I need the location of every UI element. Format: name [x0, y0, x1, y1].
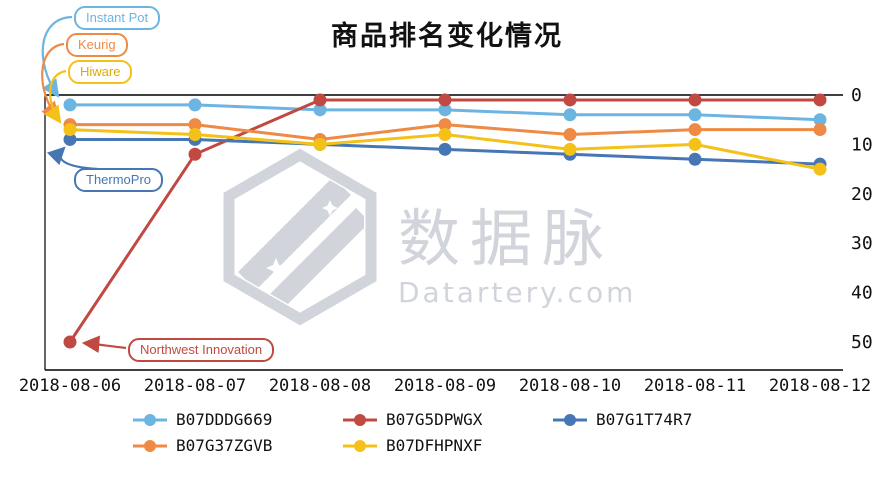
- watermark-brand-text: 数据脉: [398, 202, 614, 275]
- data-point-B07DFHPNXF[interactable]: [438, 128, 452, 142]
- legend: B07DDDG669 B07G5DPWGX B07G1T74R7 B07G37ZGVB…: [132, 410, 762, 455]
- x-axis-label: 2018-08-09: [394, 376, 496, 396]
- legend-label: B07G37ZGVB: [176, 436, 273, 455]
- data-point-B07DDDG669[interactable]: [63, 98, 77, 112]
- x-axis-label: 2018-08-11: [644, 376, 746, 396]
- watermark-domain-text: Datartery.com: [398, 276, 636, 309]
- data-point-B07G5DPWGX[interactable]: [813, 93, 827, 107]
- callout-keurig: Keurig: [66, 33, 128, 57]
- data-point-B07DFHPNXF[interactable]: [188, 128, 202, 142]
- y-axis-label: 0: [851, 85, 862, 106]
- legend-marker-icon: [133, 413, 167, 426]
- y-axis-label: 10: [851, 134, 873, 155]
- data-point-B07G37ZGVB[interactable]: [688, 123, 702, 137]
- callout-thermopro: ThermoPro: [74, 168, 164, 192]
- data-point-B07DFHPNXF[interactable]: [63, 123, 77, 137]
- x-axis-label: 2018-08-08: [269, 376, 371, 396]
- legend-marker-icon: [343, 439, 377, 452]
- legend-item-B07G37ZGVB[interactable]: B07G37ZGVB: [132, 436, 342, 455]
- data-point-B07G5DPWGX[interactable]: [563, 93, 577, 107]
- data-point-B07DDDG669[interactable]: [313, 103, 327, 117]
- callout-arrow-thermopro: [46, 146, 99, 171]
- data-point-B07G5DPWGX[interactable]: [438, 93, 452, 107]
- data-point-B07DDDG669[interactable]: [688, 108, 702, 122]
- data-point-B07DDDG669[interactable]: [813, 113, 827, 127]
- data-point-B07DDDG669[interactable]: [188, 98, 202, 112]
- callout-arrows: [41, 15, 127, 354]
- y-axis-label: 20: [851, 184, 873, 205]
- data-point-B07DFHPNXF[interactable]: [313, 137, 327, 151]
- x-axis-label: 2018-08-12: [769, 376, 871, 396]
- data-point-B07DFHPNXF[interactable]: [563, 142, 577, 156]
- data-point-B07G1T74R7[interactable]: [438, 142, 452, 156]
- data-point-B07G37ZGVB[interactable]: [438, 118, 452, 132]
- data-point-B07G37ZGVB[interactable]: [563, 128, 577, 142]
- data-point-B07DFHPNXF[interactable]: [813, 162, 827, 176]
- data-point-B07G37ZGVB[interactable]: [813, 123, 827, 137]
- x-axis-labels: 2018-08-06 2018-08-07 2018-08-08 2018-08-09…: [19, 376, 871, 396]
- y-axis-label: 50: [851, 332, 873, 353]
- data-point-B07G1T74R7[interactable]: [688, 152, 702, 166]
- data-point-B07G5DPWGX[interactable]: [688, 93, 702, 107]
- data-point-B07DFHPNXF[interactable]: [688, 137, 702, 151]
- data-point-B07DDDG669[interactable]: [563, 108, 577, 122]
- data-point-B07DDDG669[interactable]: [438, 103, 452, 117]
- data-point-B07G5DPWGX[interactable]: [63, 335, 77, 349]
- legend-label: B07DDDG669: [176, 410, 273, 429]
- series-layer: [63, 93, 827, 349]
- callout-arrow-northwest-innovation: [81, 335, 127, 354]
- legend-marker-icon: [553, 413, 587, 426]
- chart-title: 商品排名变化情况: [331, 21, 563, 51]
- legend-label: B07G5DPWGX: [386, 410, 483, 429]
- legend-label: B07DFHPNXF: [386, 436, 483, 455]
- callout-hiware: Hiware: [68, 60, 133, 84]
- data-point-B07G5DPWGX[interactable]: [313, 93, 327, 107]
- data-point-B07G1T74R7[interactable]: [63, 132, 77, 146]
- watermark: 数据脉 Datartery.com: [223, 148, 636, 326]
- data-point-B07G5DPWGX[interactable]: [188, 147, 202, 161]
- x-axis-label: 2018-08-07: [144, 376, 246, 396]
- y-axis-label: 30: [851, 233, 873, 254]
- y-axis-label: 40: [851, 283, 873, 304]
- legend-item-B07G1T74R7[interactable]: B07G1T74R7: [552, 410, 762, 429]
- x-axis-label: 2018-08-10: [519, 376, 621, 396]
- legend-item-B07G5DPWGX[interactable]: B07G5DPWGX: [342, 410, 552, 429]
- line-chart: 数据脉 Datartery.com 2018-08-06 2018-08-07 20…: [19, 15, 873, 396]
- y-axis-labels: 0 10 20 30 40 50: [851, 85, 873, 353]
- callout-northwest-innovation: Northwest Innovation: [128, 338, 275, 362]
- watermark-logo-icon: [223, 148, 377, 326]
- legend-label: B07G1T74R7: [596, 410, 693, 429]
- data-point-B07G37ZGVB[interactable]: [188, 118, 202, 132]
- legend-item-B07DDDG669[interactable]: B07DDDG669: [132, 410, 342, 429]
- legend-item-B07DFHPNXF[interactable]: B07DFHPNXF: [342, 436, 552, 455]
- callout-arrow-hiware: [43, 69, 67, 124]
- x-axis-label: 2018-08-06: [19, 376, 121, 396]
- callout-instant-pot: Instant Pot: [74, 6, 161, 30]
- legend-marker-icon: [343, 413, 377, 426]
- legend-marker-icon: [133, 439, 167, 452]
